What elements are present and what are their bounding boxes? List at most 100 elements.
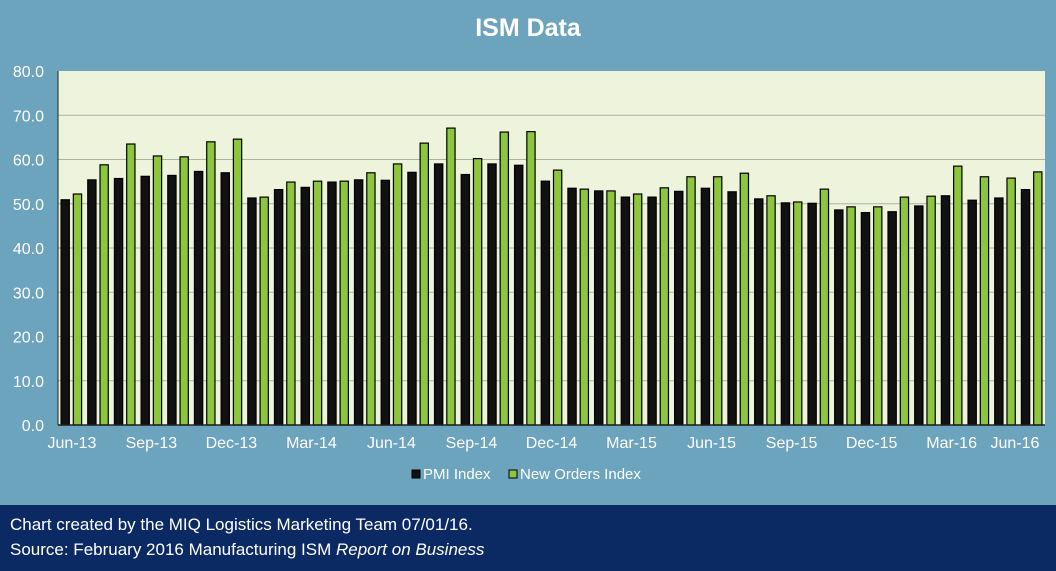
new-orders-bar-aug-13: [126, 143, 136, 426]
new-orders-bar-jun-15: [712, 176, 723, 426]
pmi-bar-mar-14: [300, 186, 311, 426]
x-tick-label: Sep-13: [126, 435, 178, 452]
pmi-bar-jul-14: [407, 171, 417, 426]
new-orders-bar-jan-15: [579, 188, 590, 426]
chart-canvas: 0.0 10.0 20.0 30.0 40.0 50.0 60.0 70.0 80.0 Jun-…: [13, 64, 1045, 483]
pmi-bar-mar-16: [940, 195, 951, 426]
pmi-bar-jul-13: [87, 179, 97, 426]
pmi-bar-aug-13: [113, 177, 124, 426]
new-orders-bar-feb-16: [926, 195, 936, 426]
new-orders-bar-aug-14: [446, 127, 456, 426]
pmi-bar-jan-16: [887, 211, 897, 426]
pmi-bar-dec-13: [220, 172, 230, 426]
new-orders-bar-sep-13: [152, 155, 163, 426]
pmi-bar-nov-15: [834, 209, 844, 426]
pmi-bar-jan-14: [247, 197, 257, 426]
x-tick-label: Sep-14: [446, 435, 498, 452]
new-orders-bar-dec-13: [232, 138, 243, 426]
new-orders-bar-jan-16: [899, 196, 910, 426]
new-orders-bar-feb-15: [606, 190, 616, 426]
y-tick-label: 60.0: [13, 153, 44, 170]
new-orders-bar-nov-13: [206, 141, 216, 426]
pmi-bar-dec-14: [540, 180, 551, 426]
new-orders-bar-apr-14: [339, 180, 349, 426]
new-orders-bar-jul-15: [739, 172, 750, 426]
y-tick-labels: 0.0 10.0 20.0 30.0 40.0 50.0 60.0 70.0 80.0: [13, 64, 44, 435]
new-orders-bar-jul-13: [99, 164, 109, 426]
new-orders-bar-mar-16: [953, 165, 963, 426]
pmi-bar-nov-13: [193, 170, 204, 426]
new-orders-bar-mar-14: [312, 180, 323, 426]
new-orders-bar-oct-14: [499, 131, 510, 426]
new-orders-bar-dec-14: [552, 169, 563, 426]
footer-source-prefix: Source: February 2016 Manufacturing ISM: [10, 540, 336, 559]
legend: PMI Index New Orders Index: [411, 466, 641, 483]
new-orders-bar-may-14: [366, 172, 376, 426]
pmi-bar-jun-13: [60, 199, 70, 426]
y-tick-label: 40.0: [13, 241, 44, 258]
y-tick-label: 10.0: [13, 374, 44, 391]
new-orders-bar-sep-15: [792, 201, 803, 426]
x-tick-label: Jun-16: [991, 435, 1040, 452]
pmi-bar-may-14: [353, 179, 364, 426]
new-orders-bar-mar-15: [632, 193, 643, 426]
legend-label-new-orders: New Orders Index: [520, 466, 641, 483]
new-orders-bar-dec-15: [873, 206, 883, 426]
pmi-bar-oct-13: [167, 174, 177, 426]
new-orders-bar-oct-15: [819, 188, 830, 426]
footer-source: Source: February 2016 Manufacturing ISM …: [10, 540, 484, 560]
pmi-bar-sep-15: [780, 202, 791, 426]
pmi-bar-mar-15: [620, 196, 631, 426]
pmi-bar-jun-15: [700, 187, 711, 426]
y-tick-label: 80.0: [13, 64, 44, 81]
new-orders-bar-jun-13: [72, 193, 83, 426]
new-orders-bar-apr-16: [979, 176, 990, 426]
pmi-bar-dec-15: [860, 212, 871, 426]
pmi-bar-aug-15: [754, 198, 764, 426]
pmi-bar-apr-15: [647, 196, 657, 426]
pmi-bar-aug-14: [433, 163, 444, 426]
footer-credit: Chart created by the MIQ Logistics Marke…: [10, 515, 473, 534]
x-tick-label: Mar-15: [606, 435, 657, 452]
new-orders-bar-jun-14: [392, 163, 403, 426]
pmi-bar-sep-14: [460, 173, 471, 426]
pmi-bar-may-15: [674, 190, 684, 426]
pmi-bar-feb-15: [593, 190, 604, 426]
legend-swatch-pmi: [411, 469, 421, 479]
x-tick-label: Jun-14: [367, 435, 416, 452]
new-orders-bar-may-16: [1006, 177, 1016, 426]
pmi-bar-sep-13: [140, 175, 150, 426]
footer-source-italic: Report on Business: [336, 540, 485, 559]
legend-swatch-new-orders: [508, 469, 518, 479]
x-tick-label: Mar-14: [286, 435, 337, 452]
new-orders-bar-jan-14: [259, 196, 269, 426]
y-tick-label: 20.0: [13, 330, 44, 347]
new-orders-bar-jun-16: [1033, 171, 1043, 426]
pmi-bar-jun-14: [380, 179, 391, 426]
pmi-bar-apr-14: [327, 181, 337, 426]
new-orders-bar-jul-14: [419, 142, 429, 426]
pmi-bar-feb-14: [273, 188, 284, 426]
new-orders-bar-apr-15: [659, 187, 670, 426]
x-tick-label: Sep-15: [766, 435, 818, 452]
y-tick-label: 50.0: [13, 197, 44, 214]
new-orders-bar-aug-15: [766, 195, 776, 426]
pmi-bar-apr-16: [967, 199, 977, 426]
x-tick-label: Jun-15: [687, 435, 736, 452]
x-tick-label: Dec-15: [846, 435, 898, 452]
new-orders-bar-sep-14: [472, 158, 483, 426]
pmi-bar-may-16: [994, 197, 1004, 426]
legend-label-pmi: PMI Index: [423, 466, 491, 483]
x-tick-labels: Jun-13 Sep-13 Dec-13 Mar-14 Jun-14 Sep-14 Dec-…: [48, 435, 1040, 452]
y-tick-label: 0.0: [22, 418, 44, 435]
pmi-bar-oct-15: [807, 202, 817, 426]
pmi-bar-oct-14: [487, 163, 497, 426]
pmi-bar-feb-16: [914, 205, 924, 426]
new-orders-bar-may-15: [686, 176, 696, 426]
chart-title: ISM Data: [475, 14, 581, 42]
new-orders-bar-nov-14: [526, 131, 536, 426]
pmi-bar-jun-16: [1020, 188, 1031, 426]
new-orders-bar-nov-15: [846, 206, 856, 426]
x-tick-label: Mar-16: [926, 435, 977, 452]
